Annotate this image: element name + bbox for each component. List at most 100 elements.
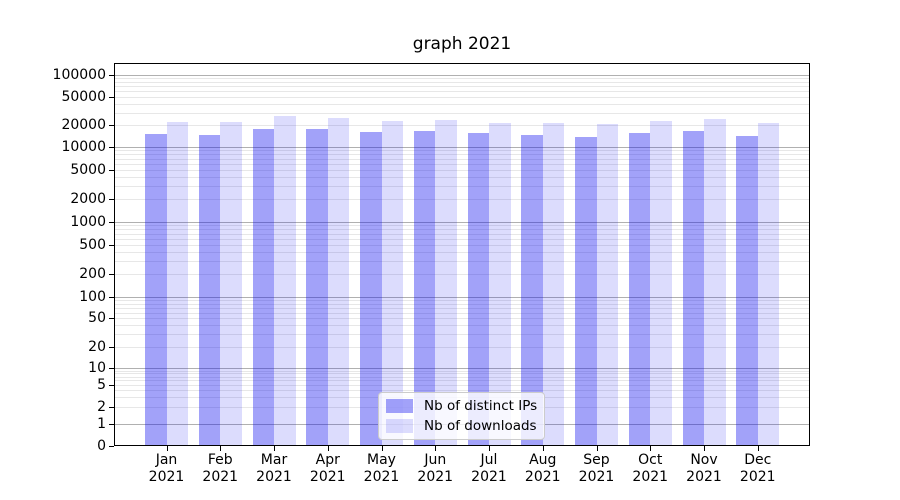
minor-gridline xyxy=(115,170,809,171)
x-tick-month: Sep xyxy=(583,452,610,468)
minor-gridline xyxy=(115,125,809,126)
minor-gridline xyxy=(115,177,809,178)
y-tick-mark xyxy=(109,147,114,148)
y-tick-label: 0 xyxy=(97,438,106,454)
bar-aug-downloads xyxy=(542,123,565,445)
bar-jan-distinct-ips xyxy=(145,133,167,445)
bar-nov-distinct-ips xyxy=(682,130,704,445)
legend-label-downloads: Nb of downloads xyxy=(424,418,537,434)
bar-nov-downloads xyxy=(704,118,726,445)
bar-aug-distinct-ips xyxy=(521,134,543,445)
minor-gridline xyxy=(115,334,809,335)
legend-item-downloads: Nb of downloads xyxy=(386,418,537,434)
y-tick-mark xyxy=(109,97,114,98)
y-tick-mark xyxy=(109,245,114,246)
bar-feb-downloads xyxy=(220,121,242,445)
x-tick-month: Feb xyxy=(207,452,233,468)
minor-gridline xyxy=(115,380,809,381)
minor-gridline xyxy=(115,97,809,98)
minor-gridline xyxy=(115,104,809,105)
x-tick-mark xyxy=(597,446,598,451)
bar-mar-downloads xyxy=(274,115,296,445)
x-tick-year: 2021 xyxy=(417,469,454,485)
y-tick-label: 20000 xyxy=(61,117,106,134)
bar-may-distinct-ips xyxy=(360,131,382,445)
minor-gridline xyxy=(115,245,809,246)
bar-feb-distinct-ips xyxy=(198,134,221,445)
y-tick-label: 10000 xyxy=(61,139,106,155)
minor-gridline xyxy=(115,313,809,314)
legend-swatch-distinct-ips xyxy=(386,399,413,413)
x-tick-year: 2021 xyxy=(471,469,507,485)
y-tick-label: 50 xyxy=(88,310,106,327)
x-tick-label: Feb 2021 xyxy=(192,452,248,486)
x-tick-label: Nov 2021 xyxy=(676,452,732,486)
y-tick-label: 20 xyxy=(88,338,106,355)
x-tick-mark xyxy=(274,446,275,451)
x-tick-month: Jul xyxy=(480,452,498,468)
bar-apr-distinct-ips xyxy=(306,129,328,445)
x-tick-mark xyxy=(758,446,759,451)
x-tick-mark xyxy=(328,446,329,451)
x-tick-year: 2021 xyxy=(578,469,615,485)
minor-gridline xyxy=(115,261,809,262)
major-gridline xyxy=(115,75,809,76)
bar-jul-distinct-ips xyxy=(467,133,489,445)
x-tick-label: Jun 2021 xyxy=(407,452,463,486)
y-tick-mark xyxy=(109,385,114,386)
x-tick-label: Oct 2021 xyxy=(622,452,678,486)
x-tick-year: 2021 xyxy=(309,469,346,485)
x-tick-mark xyxy=(704,446,705,451)
y-tick-mark xyxy=(109,446,114,447)
minor-gridline xyxy=(115,225,809,226)
y-tick-label: 5 xyxy=(97,376,106,393)
y-tick-mark xyxy=(109,170,114,171)
minor-gridline xyxy=(115,159,809,160)
major-gridline xyxy=(115,147,809,148)
x-tick-mark xyxy=(220,446,221,451)
y-tick-mark xyxy=(109,222,114,223)
x-tick-mark xyxy=(489,446,490,451)
bar-jun-distinct-ips xyxy=(413,130,436,445)
y-tick-mark xyxy=(109,199,114,200)
bar-sep-downloads xyxy=(596,123,618,445)
y-tick-label: 100 xyxy=(79,289,106,305)
y-tick-mark xyxy=(109,407,114,408)
x-tick-month: Nov xyxy=(690,452,718,468)
minor-gridline xyxy=(115,82,809,83)
bar-may-downloads xyxy=(381,120,403,445)
y-tick-label: 100000 xyxy=(52,67,106,83)
x-tick-month: Jun xyxy=(424,452,447,468)
y-tick-label: 2 xyxy=(97,399,106,416)
x-tick-month: Aug xyxy=(529,452,557,468)
x-tick-mark xyxy=(382,446,383,451)
legend: Nb of distinct IPs Nb of downloads xyxy=(378,392,546,440)
minor-gridline xyxy=(115,164,809,165)
x-tick-year: 2021 xyxy=(363,469,400,485)
bar-dec-distinct-ips xyxy=(736,136,758,445)
x-tick-year: 2021 xyxy=(202,469,239,485)
x-tick-mark xyxy=(543,446,544,451)
minor-gridline xyxy=(115,150,809,151)
x-tick-label: Aug 2021 xyxy=(515,452,571,486)
bar-jun-downloads xyxy=(435,119,457,445)
minor-gridline xyxy=(115,274,809,275)
y-tick-mark xyxy=(109,125,114,126)
minor-gridline xyxy=(115,347,809,348)
y-tick-mark xyxy=(109,347,114,348)
minor-gridline xyxy=(115,304,809,305)
y-tick-mark xyxy=(109,368,114,369)
x-tick-month: Apr xyxy=(315,452,340,468)
x-tick-label: Dec 2021 xyxy=(730,452,786,486)
y-tick-label: 5000 xyxy=(70,161,106,178)
bar-jan-downloads xyxy=(166,122,188,445)
major-gridline xyxy=(115,222,809,223)
y-tick-label: 1000 xyxy=(70,214,106,230)
x-tick-year: 2021 xyxy=(256,469,292,485)
minor-gridline xyxy=(115,234,809,235)
legend-label-distinct-ips: Nb of distinct IPs xyxy=(424,398,538,414)
x-tick-label: Apr 2021 xyxy=(300,452,356,486)
bar-sep-distinct-ips xyxy=(575,136,597,445)
major-gridline xyxy=(115,368,809,369)
